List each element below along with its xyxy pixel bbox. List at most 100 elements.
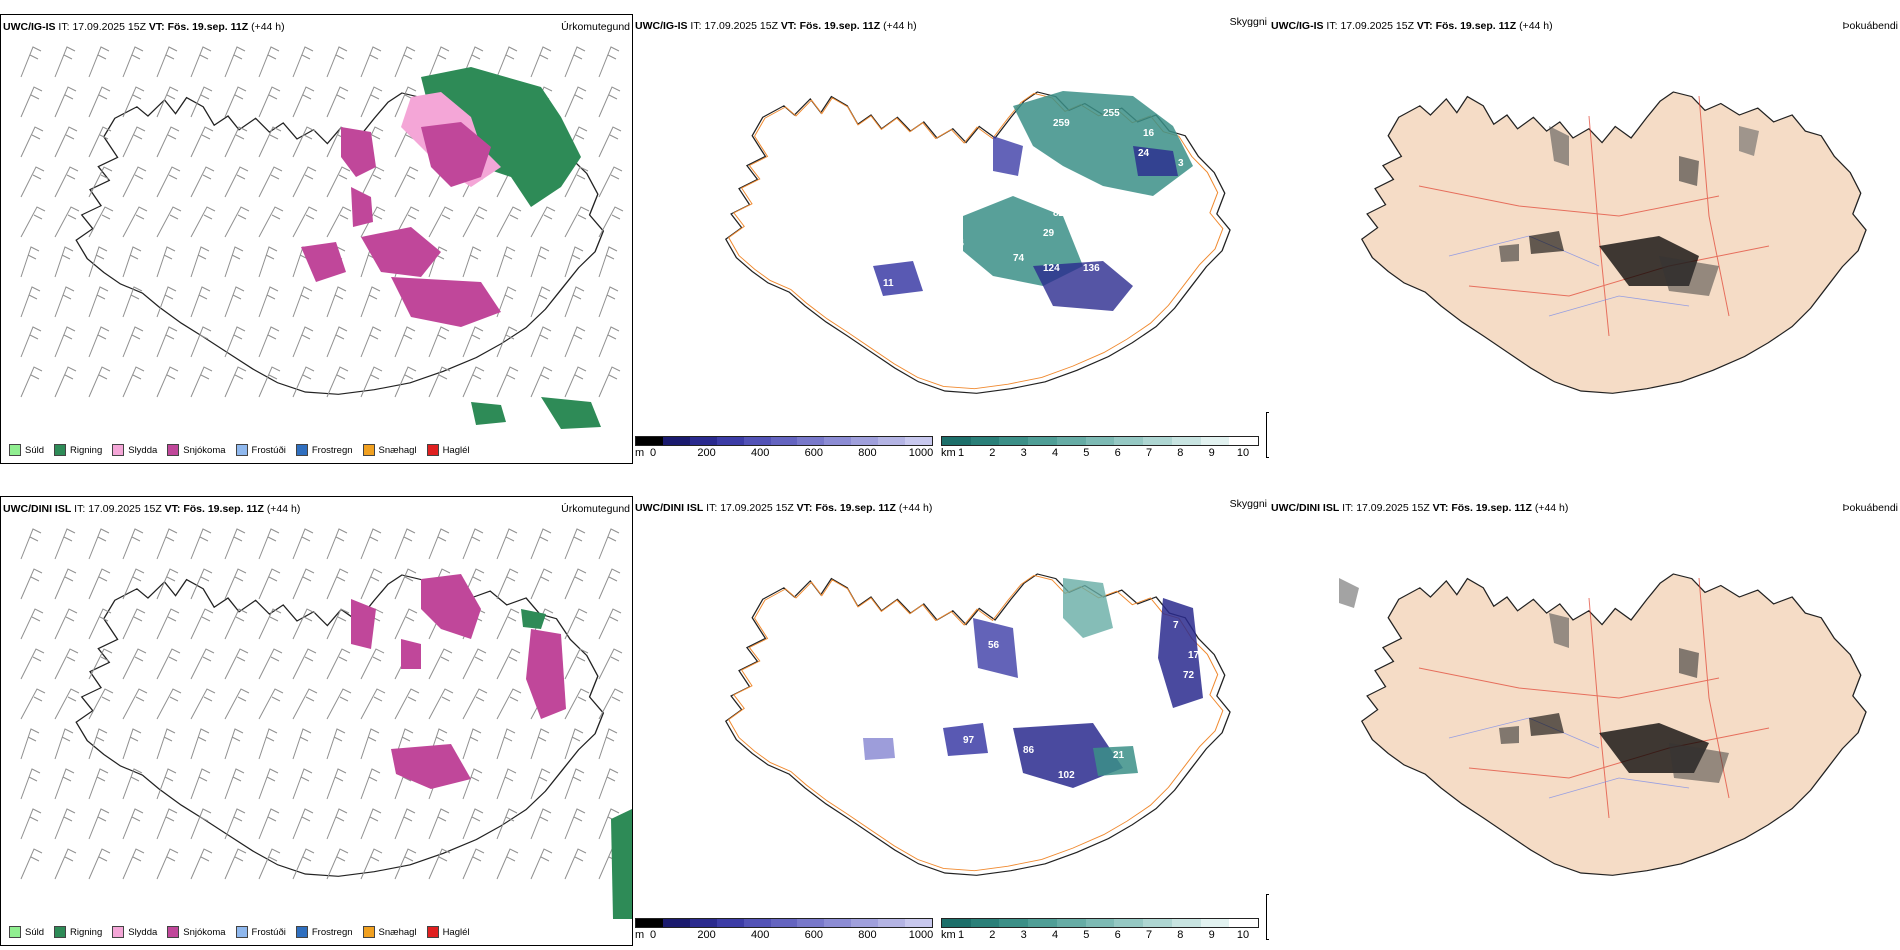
wind-barb-icon	[156, 688, 182, 720]
wind-barb-icon	[88, 86, 111, 118]
legend-swatch	[362, 926, 375, 938]
fog-map	[1361, 91, 1867, 394]
wind-barb-icon	[292, 46, 314, 78]
fog-fields	[1499, 126, 1759, 296]
wind-barb-icon	[20, 206, 46, 238]
colorbar-segment	[689, 919, 717, 927]
wind-barb-icon	[88, 648, 113, 680]
wind-barb-icon	[564, 86, 587, 118]
wind-barb-icon	[224, 166, 249, 198]
variable-name: Úrkomutegund	[561, 503, 630, 515]
wind-barb-icon	[190, 126, 214, 158]
wind-barb-icon	[394, 528, 416, 560]
wind-barb-icon	[598, 728, 618, 760]
it-value: 17.09.2025 15Z	[88, 503, 162, 515]
legend-swatch	[54, 926, 67, 938]
precip-legend-item: Slydda	[112, 444, 157, 456]
wind-barb-icon	[122, 86, 145, 118]
wind-barb-icon	[428, 848, 451, 880]
wind-barb-icon	[564, 688, 590, 720]
legend-label: Frostúði	[251, 926, 286, 938]
vt-value: Fös. 19.sep. 11Z	[1451, 502, 1532, 514]
wind-barb-icon	[20, 808, 42, 840]
visibility-label: 255	[1103, 108, 1120, 119]
visibility-label: 87	[1108, 775, 1120, 786]
wind-barb-icon	[122, 688, 148, 720]
visibility-label: 9	[1133, 630, 1139, 641]
wind-barb-icon	[292, 808, 314, 840]
wind-barb-icon	[394, 206, 420, 238]
panel-header: UWC/IG-IS IT: 17.09.2025 15Z VT: Fös. 19…	[3, 21, 628, 35]
wind-barb-icon	[224, 206, 250, 238]
wind-barb-icon	[258, 728, 278, 760]
wind-barb-icon	[88, 608, 112, 640]
wind-barb-icon	[258, 46, 280, 78]
wind-barb-icon	[258, 568, 281, 600]
colorbar-segment	[689, 437, 717, 445]
precip-legend-item: Rigning	[54, 444, 102, 456]
wind-barb-icon	[156, 326, 178, 358]
colorbar-tick: 3	[1020, 447, 1027, 459]
wind-barb-icon	[88, 206, 114, 238]
wind-barb-icon	[598, 608, 622, 640]
colorbar-tick: 4	[1051, 447, 1059, 459]
wind-barb-icon	[190, 648, 215, 680]
wind-barb-icon	[156, 568, 179, 600]
wind-barb-icon	[20, 568, 43, 600]
wind-barb-icon	[326, 768, 347, 800]
colorbar-tick: 7	[1145, 447, 1153, 459]
visibility-label: 86	[1023, 745, 1035, 756]
legend-swatch	[235, 444, 248, 456]
wind-barb-icon	[292, 206, 318, 238]
vt-value: Fös. 19.sep. 11Z	[799, 20, 881, 32]
wind-barb-icon	[462, 648, 487, 680]
wind-barb-icon	[88, 166, 113, 198]
wind-barb-icon	[190, 246, 210, 278]
model-name: UWC/IG-IS	[635, 20, 688, 32]
model-name: UWC/IG-IS	[3, 21, 56, 33]
wind-barb-icon	[54, 728, 74, 760]
wind-barb-icon	[190, 808, 212, 840]
wind-barb-icon	[20, 608, 44, 640]
wind-barb-icon	[122, 608, 146, 640]
visibility-fields	[863, 578, 1203, 788]
visibility-label: 24	[1138, 148, 1150, 159]
legend-label: Snæhagl	[378, 444, 417, 456]
visibility-label: 22	[898, 253, 910, 264]
wind-barb-icon	[462, 808, 484, 840]
wind-barb-icon	[462, 528, 484, 560]
wind-barb-icon	[394, 366, 417, 398]
wind-barb-icon	[54, 808, 76, 840]
wind-barb-icon	[122, 528, 144, 560]
legend-label: Snæhagl	[378, 926, 417, 938]
wind-barb-icon	[88, 528, 110, 560]
legend-swatch	[426, 444, 439, 456]
colorbar-segment	[1229, 919, 1259, 927]
wind-barb-icon	[156, 166, 181, 198]
colorbar-segment	[770, 919, 798, 927]
wind-barb-icon	[190, 568, 213, 600]
colorbar-segment	[878, 437, 906, 445]
wind-barb-icon	[88, 808, 110, 840]
wind-barb-icon	[598, 568, 621, 600]
model-name: UWC/DINI ISL	[3, 503, 72, 515]
colorbar-tick: 200	[697, 447, 716, 459]
wind-barb-icon	[496, 528, 518, 560]
panel-header: UWC/DINI ISL IT: 17.09.2025 15Z VT: Fös.…	[3, 503, 628, 517]
wind-barb-icon	[326, 206, 352, 238]
wind-barb-icon	[54, 246, 74, 278]
wind-barb-icon	[190, 286, 211, 318]
wind-barb-icon	[360, 728, 380, 760]
wind-barb-icon	[224, 366, 247, 398]
fog-panel-row1: UWC/IG-IS IT: 17.09.2025 15Z VT: Fös. 19…	[1269, 14, 1900, 464]
wind-barb-icon	[224, 728, 244, 760]
visibility-label: 16	[1143, 128, 1155, 139]
wind-barb-icon	[122, 808, 144, 840]
it-label: IT:	[706, 502, 718, 514]
visibility-fields	[873, 91, 1193, 311]
wind-barb-icon	[394, 688, 420, 720]
wind-barb-icon	[156, 768, 177, 800]
legend-label: Haglél	[442, 444, 470, 456]
visibility-panel-row2: UWC/DINI ISL IT: 17.09.2025 15Z VT: Fös.…	[633, 496, 1269, 946]
colorbar-segment	[905, 919, 932, 927]
